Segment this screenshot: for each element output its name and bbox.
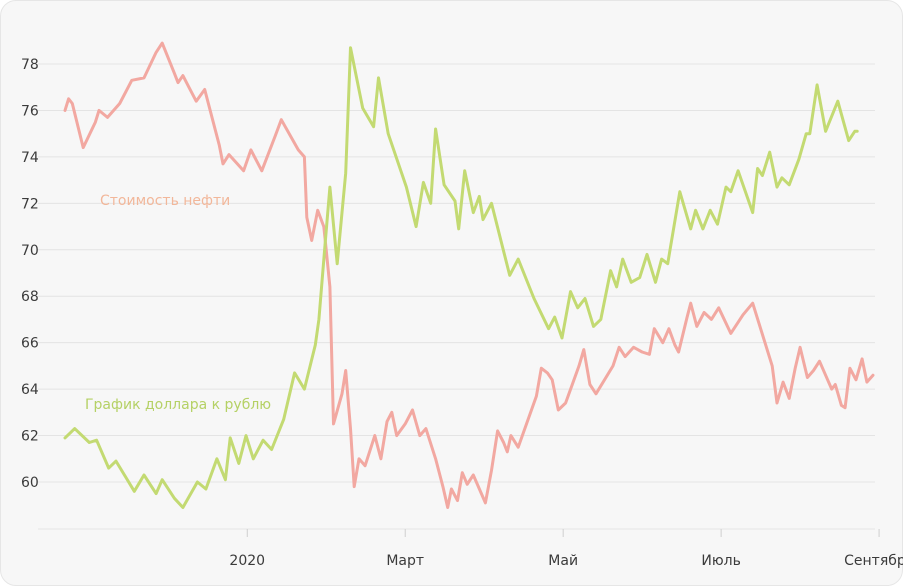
y-tick-label: 70 bbox=[21, 243, 39, 259]
y-tick-label: 68 bbox=[21, 289, 39, 305]
y-tick-label: 74 bbox=[21, 150, 39, 166]
x-tick-label: 2020 bbox=[229, 553, 265, 569]
series-line-oil bbox=[63, 41, 875, 509]
y-tick-label: 62 bbox=[21, 429, 39, 445]
y-axis-ticks: 60 62 64 66 68 70 72 74 76 78 bbox=[21, 57, 39, 491]
x-tick-label: Сентябрь bbox=[844, 553, 903, 569]
x-tick-label: Март bbox=[386, 553, 424, 569]
x-tick-label: Июль bbox=[701, 553, 740, 569]
grid-lines bbox=[38, 63, 875, 483]
y-tick-label: 72 bbox=[21, 196, 39, 212]
series-label-oil: Стоимость нефти bbox=[100, 193, 230, 209]
y-tick-label: 66 bbox=[21, 336, 39, 352]
x-axis-ticks: 2020 Март Май Июль Сентябрь bbox=[229, 529, 903, 569]
x-tick-label: Май bbox=[548, 553, 578, 569]
y-tick-label: 60 bbox=[21, 475, 39, 491]
series-label-usd: График доллара к рублю bbox=[85, 397, 271, 413]
y-tick-label: 78 bbox=[21, 57, 39, 73]
y-tick-label: 76 bbox=[21, 103, 39, 119]
series-line-usd bbox=[63, 46, 859, 509]
y-tick-label: 64 bbox=[21, 382, 39, 398]
